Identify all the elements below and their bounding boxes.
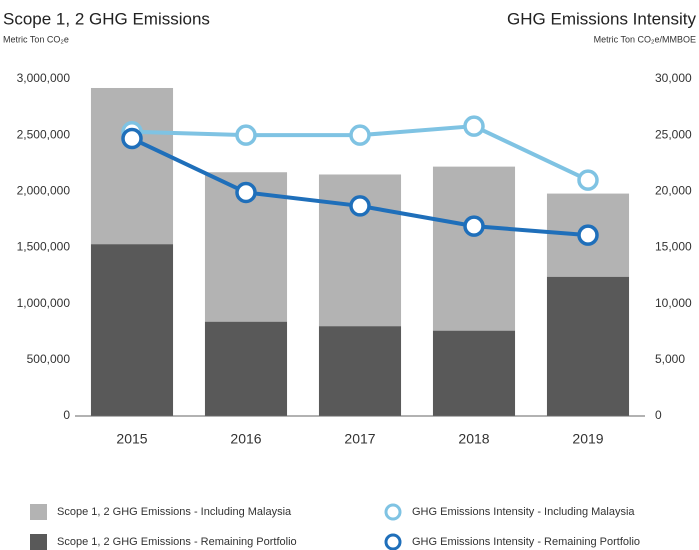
legend-label: Scope 1, 2 GHG Emissions - Remaining Por… <box>57 536 297 548</box>
legend-swatch <box>384 533 402 550</box>
y2-tick-label: 30,000 <box>655 71 692 85</box>
bar <box>432 330 516 416</box>
point <box>235 124 257 146</box>
y2-tick-label: 15,000 <box>655 240 692 254</box>
bar <box>546 276 630 416</box>
chart-subtitle: Metric Ton CO₂e <box>3 34 69 44</box>
point <box>577 224 599 246</box>
x-tick-label: 2016 <box>230 431 261 447</box>
legend-swatch <box>30 504 47 520</box>
point <box>463 215 485 237</box>
bar <box>432 166 516 331</box>
x-tick-label: 2015 <box>116 431 147 447</box>
bar <box>204 321 288 416</box>
legend-label: Scope 1, 2 GHG Emissions - Including Mal… <box>57 506 292 518</box>
y-tick-label: 500,000 <box>27 352 71 366</box>
y2-subtitle: Metric Ton CO₂e/MMBOE <box>594 34 696 44</box>
chart-title: Scope 1, 2 GHG Emissions <box>3 9 210 28</box>
y-tick-label: 2,500,000 <box>17 127 71 141</box>
y-tick-label: 1,500,000 <box>17 240 71 254</box>
point <box>349 124 371 146</box>
legend-label: GHG Emissions Intensity - Including Mala… <box>412 506 635 518</box>
y2-title: GHG Emissions Intensity <box>507 9 696 28</box>
legend-swatch <box>384 503 402 521</box>
point <box>121 127 143 150</box>
y2-tick-label: 0 <box>655 408 662 422</box>
x-tick-label: 2018 <box>458 431 489 447</box>
y-tick-label: 1,000,000 <box>17 296 71 310</box>
point <box>577 169 599 191</box>
y-tick-label: 2,000,000 <box>17 184 71 198</box>
y2-tick-label: 20,000 <box>655 184 692 198</box>
x-tick-label: 2019 <box>572 431 603 447</box>
y-tick-label: 3,000,000 <box>17 71 71 85</box>
x-tick-label: 2017 <box>344 431 375 447</box>
bar <box>90 87 174 245</box>
y2-tick-label: 5,000 <box>655 352 685 366</box>
y2-tick-label: 10,000 <box>655 296 692 310</box>
point <box>349 195 371 217</box>
legend-swatch <box>30 534 47 550</box>
bar <box>90 244 174 416</box>
y-tick-label: 0 <box>63 408 70 422</box>
bar <box>318 326 402 416</box>
point <box>235 181 257 204</box>
point <box>463 115 485 137</box>
legend-label: GHG Emissions Intensity - Remaining Port… <box>412 536 640 548</box>
y2-tick-label: 25,000 <box>655 127 692 141</box>
